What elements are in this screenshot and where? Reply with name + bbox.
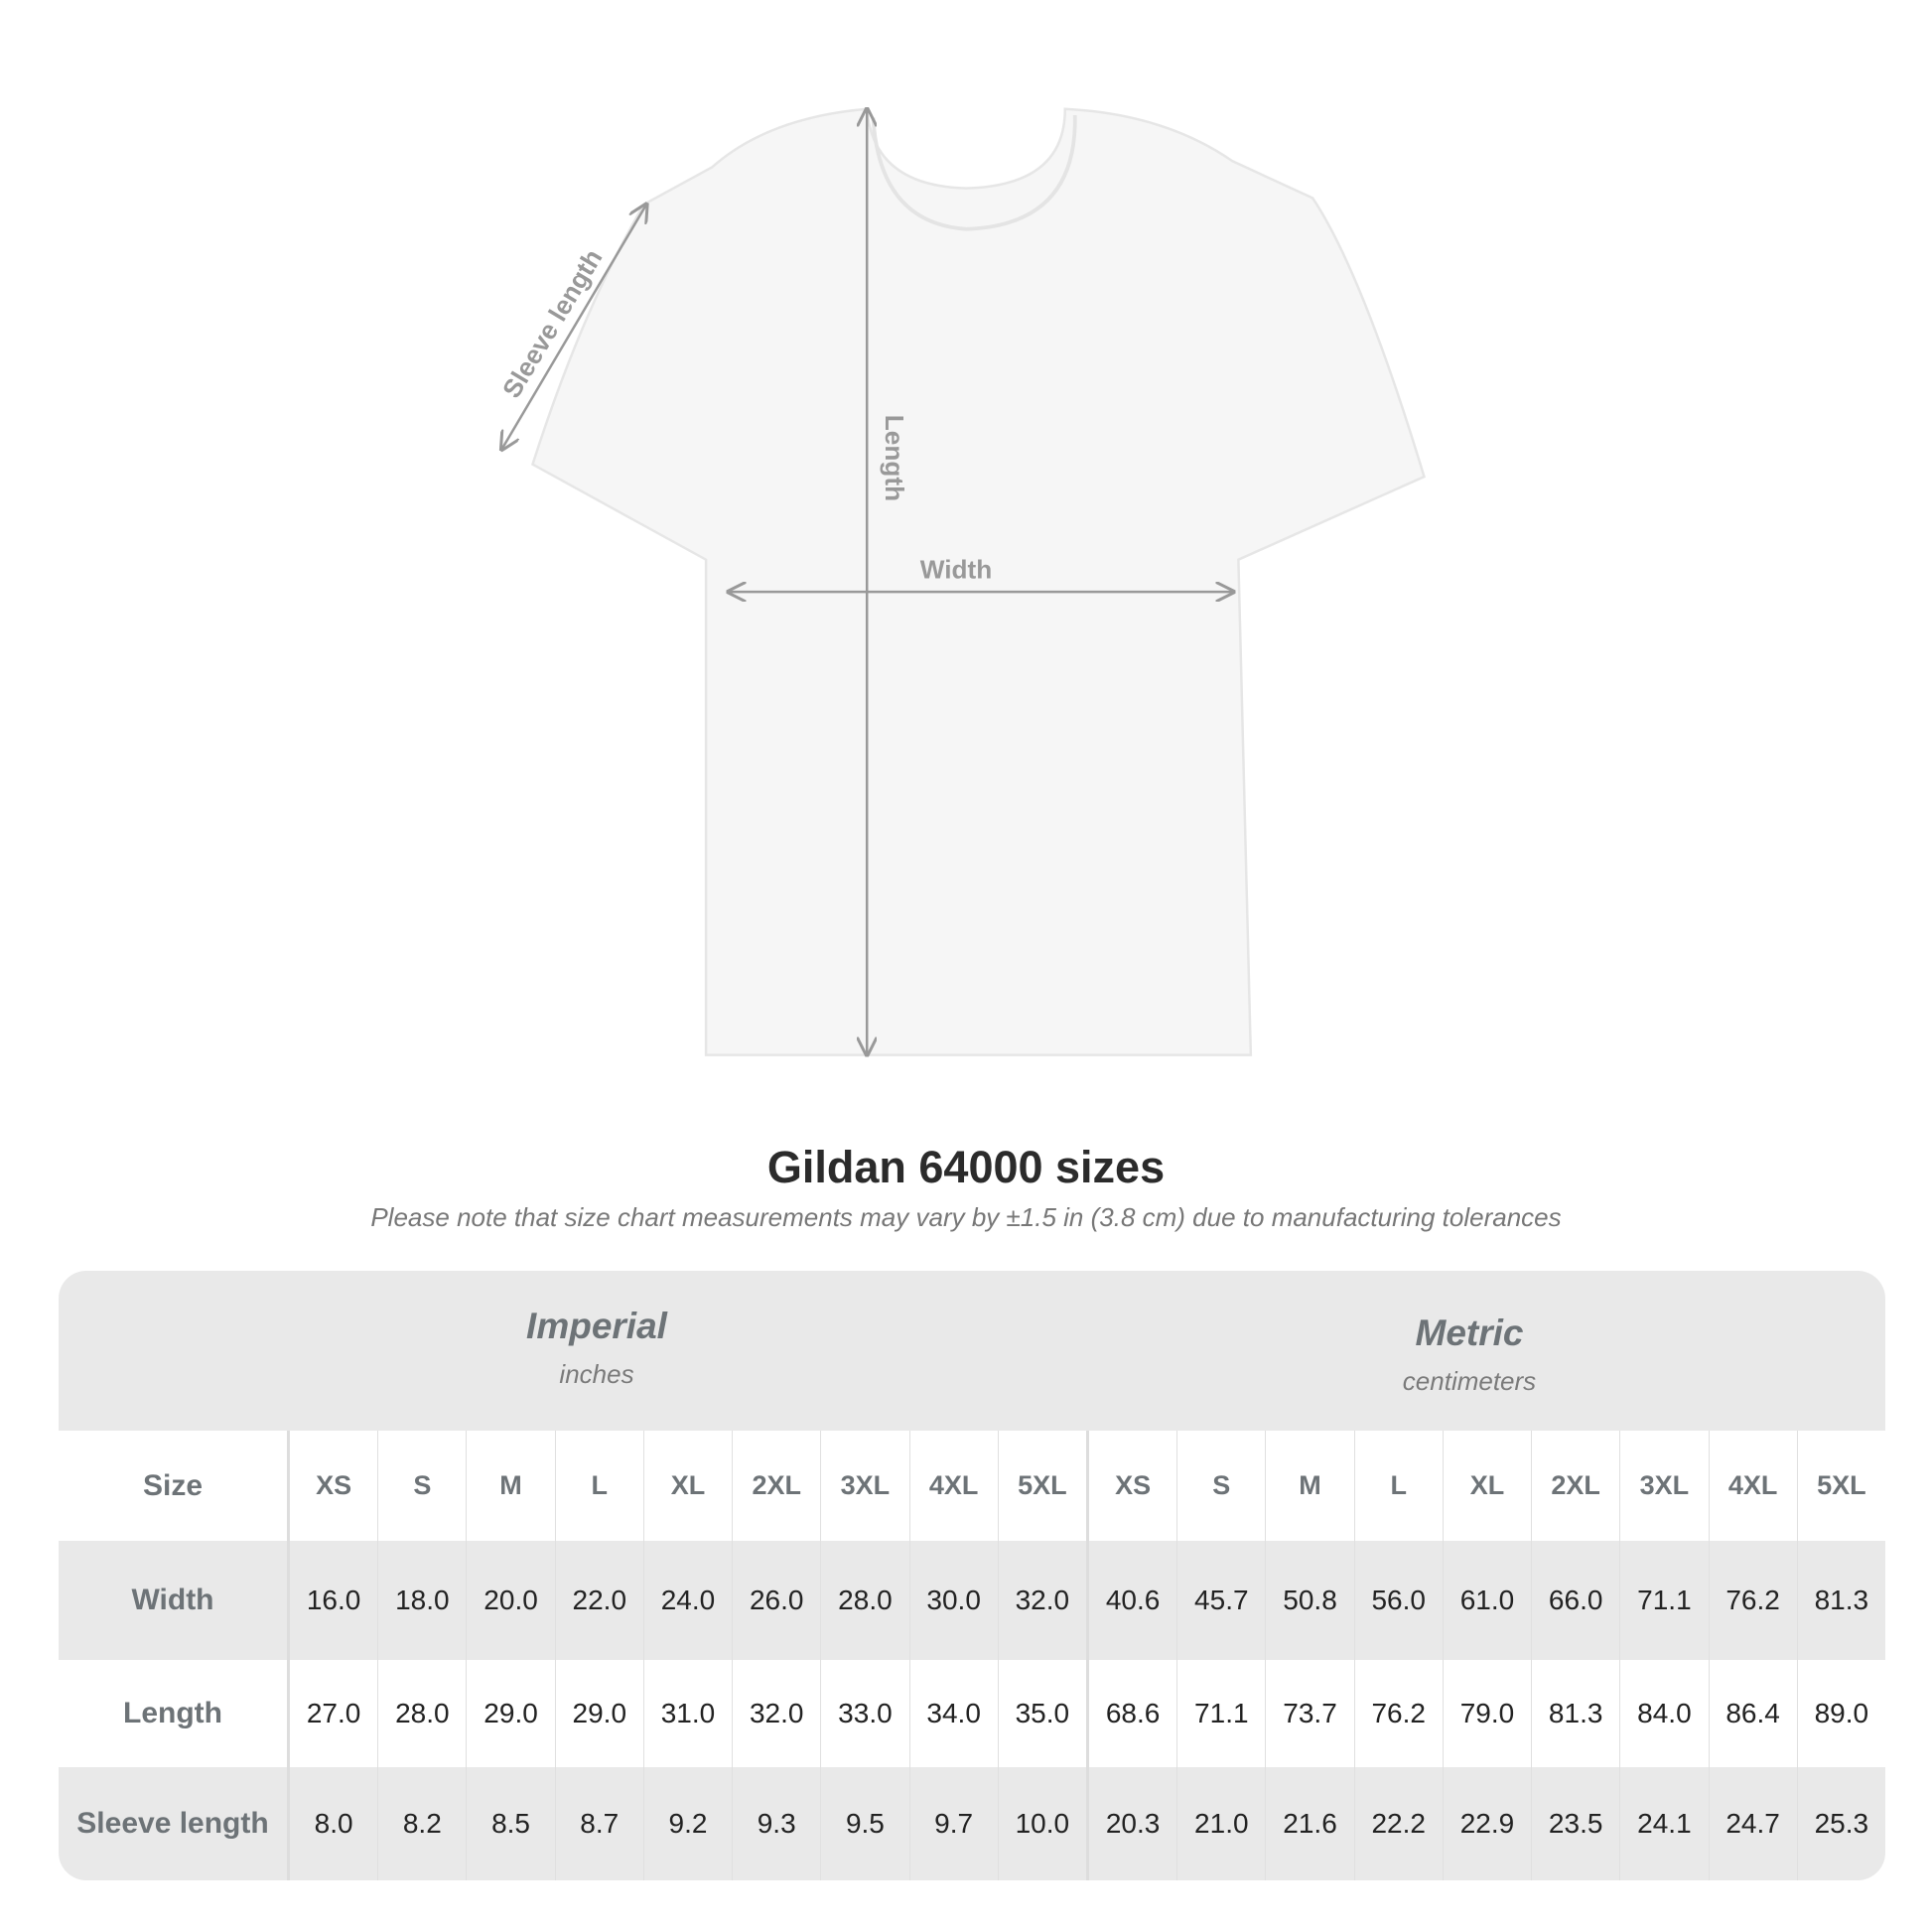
table-row: Sleeve length 8.0 8.2 8.5 8.7 9.2 9.3 9.5 9.7 10.… xyxy=(59,1767,1885,1880)
tolerance-note: Please note that size chart measurements… xyxy=(370,1202,1562,1232)
size-header-cell: 2XL xyxy=(1532,1431,1621,1541)
table-cell: 71.1 xyxy=(1177,1660,1267,1767)
table-cell: 20.0 xyxy=(467,1541,556,1660)
table-cell: 81.3 xyxy=(1532,1660,1621,1767)
table-cell: 73.7 xyxy=(1266,1660,1355,1767)
size-header-cell: L xyxy=(1355,1431,1444,1541)
table-cell: 28.0 xyxy=(378,1660,468,1767)
metric-title: Metric xyxy=(1415,1312,1524,1353)
table-cell: 20.3 xyxy=(1089,1767,1178,1880)
table-cell: 79.0 xyxy=(1444,1660,1533,1767)
table-cell: 68.6 xyxy=(1089,1660,1178,1767)
page-title: Gildan 64000 sizes xyxy=(766,1142,1166,1192)
table-cell: 10.0 xyxy=(999,1767,1089,1880)
table-cell: 29.0 xyxy=(467,1660,556,1767)
table-row: Width 16.0 18.0 20.0 22.0 24.0 26.0 28.0 30.0 32.… xyxy=(59,1541,1885,1660)
table-cell: 22.9 xyxy=(1444,1767,1533,1880)
metric-header: Metric centimeters xyxy=(1172,1312,1767,1397)
size-header-cell: 3XL xyxy=(821,1431,910,1541)
imperial-title: Imperial xyxy=(526,1306,667,1346)
row-label: Length xyxy=(59,1660,290,1767)
table-cell: 76.2 xyxy=(1355,1660,1444,1767)
table-cell: 21.0 xyxy=(1177,1767,1267,1880)
table-cell: 66.0 xyxy=(1532,1541,1621,1660)
size-header-cell: 4XL xyxy=(1710,1431,1798,1541)
metric-unit: centimeters xyxy=(1402,1366,1537,1396)
size-header-cell: S xyxy=(1177,1431,1267,1541)
table-cell: 8.0 xyxy=(290,1767,379,1880)
size-header-cell: 5XL xyxy=(1817,1470,1866,1500)
table-cell: 24.0 xyxy=(644,1541,734,1660)
table-cell: 76.2 xyxy=(1710,1541,1798,1660)
table-cell: 50.8 xyxy=(1266,1541,1355,1660)
size-table: Imperial inches Metric centimeters Size … xyxy=(59,1271,1885,1880)
size-header-cell: S xyxy=(378,1431,468,1541)
table-cell: 9.5 xyxy=(821,1767,910,1880)
table-cell: 33.0 xyxy=(821,1660,910,1767)
table-cell: 27.0 xyxy=(290,1660,379,1767)
table-cell: 61.0 xyxy=(1444,1541,1533,1660)
header-band xyxy=(59,1271,1885,1431)
table-cell: 28.0 xyxy=(821,1541,910,1660)
size-header-cell: 5XL xyxy=(999,1431,1089,1541)
imperial-unit: inches xyxy=(559,1359,634,1389)
table-cell: 9.3 xyxy=(733,1767,822,1880)
table-cell: 25.3 xyxy=(1814,1808,1869,1839)
table-cell: 45.7 xyxy=(1177,1541,1267,1660)
size-header-row: Size XS S M L XL 2XL 3XL 4XL 5XL XS S M L XL 2XL 3XL 4XL… xyxy=(59,1431,1885,1541)
table-cell: 35.0 xyxy=(999,1660,1089,1767)
table-cell: 30.0 xyxy=(910,1541,999,1660)
table-cell: 71.1 xyxy=(1620,1541,1710,1660)
table-cell: 56.0 xyxy=(1355,1541,1444,1660)
size-header-cell: 2XL xyxy=(733,1431,822,1541)
table-cell: 84.0 xyxy=(1620,1660,1710,1767)
size-header-cell: XS xyxy=(290,1431,379,1541)
size-header-cell: XL xyxy=(1444,1431,1533,1541)
table-cell: 34.0 xyxy=(910,1660,999,1767)
imperial-header: Imperial inches xyxy=(299,1306,895,1390)
table-cell: 32.0 xyxy=(733,1660,822,1767)
table-cell: 16.0 xyxy=(290,1541,379,1660)
table-cell: 40.6 xyxy=(1089,1541,1178,1660)
tshirt-diagram: Sleeve length Length Width xyxy=(496,0,1426,1092)
table-cell: 8.7 xyxy=(556,1767,644,1880)
table-cell: 9.2 xyxy=(644,1767,734,1880)
table-cell: 31.0 xyxy=(644,1660,734,1767)
table-cell: 81.3 xyxy=(1814,1585,1869,1615)
size-header-cell: 3XL xyxy=(1620,1431,1710,1541)
size-header-cell: M xyxy=(467,1431,556,1541)
table-cell: 8.5 xyxy=(467,1767,556,1880)
sleeve-measure-arrow xyxy=(501,205,646,450)
table-cell: 24.7 xyxy=(1710,1767,1798,1880)
size-header-cell: 4XL xyxy=(910,1431,999,1541)
table-cell: 89.0 xyxy=(1814,1698,1869,1728)
size-header-cell: L xyxy=(556,1431,644,1541)
row-label: Width xyxy=(59,1541,290,1660)
table-cell: 29.0 xyxy=(556,1660,644,1767)
width-label: Width xyxy=(920,554,992,584)
table-cell: 26.0 xyxy=(733,1541,822,1660)
table-cell: 24.1 xyxy=(1620,1767,1710,1880)
table-cell: 32.0 xyxy=(999,1541,1089,1660)
table-cell: 22.0 xyxy=(556,1541,644,1660)
table-cell: 23.5 xyxy=(1532,1767,1621,1880)
length-label: Length xyxy=(880,415,909,501)
table-cell: 21.6 xyxy=(1266,1767,1355,1880)
table-cell: 9.7 xyxy=(910,1767,999,1880)
size-header-cell: M xyxy=(1266,1431,1355,1541)
table-cell: 8.2 xyxy=(378,1767,468,1880)
size-header-cell: XL xyxy=(644,1431,734,1541)
table-cell: 18.0 xyxy=(378,1541,468,1660)
row-label: Sleeve length xyxy=(59,1767,290,1880)
table-cell: 22.2 xyxy=(1355,1767,1444,1880)
table-cell: 86.4 xyxy=(1710,1660,1798,1767)
table-row: Length 27.0 28.0 29.0 29.0 31.0 32.0 33.0 34.0 35… xyxy=(59,1660,1885,1767)
size-label: Size xyxy=(59,1431,290,1541)
size-header-cell: XS xyxy=(1089,1431,1178,1541)
